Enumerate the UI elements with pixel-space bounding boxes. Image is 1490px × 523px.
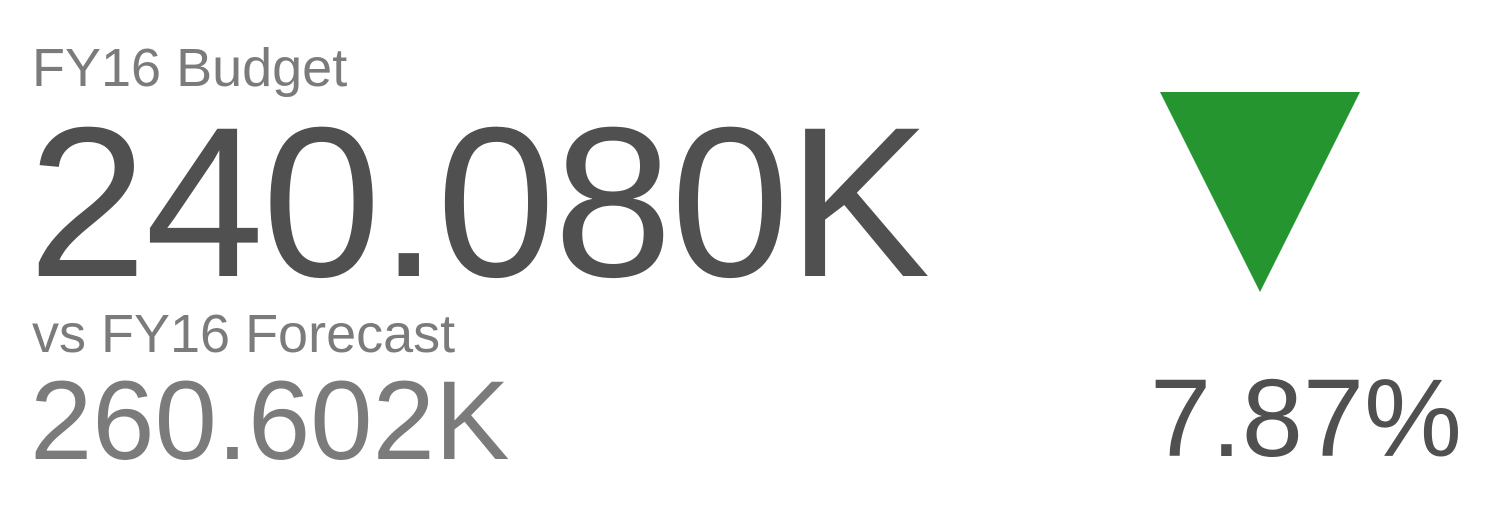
variance-value: 7.87% <box>1150 357 1462 480</box>
compare-label: vs FY16 Forecast <box>32 304 456 364</box>
primary-value: 240.080K <box>28 83 930 322</box>
compare-value: 260.602K <box>30 358 510 483</box>
primary-label: FY16 Budget <box>32 38 348 98</box>
down-triangle-icon <box>1160 92 1360 292</box>
trend-triangle <box>1160 92 1360 292</box>
